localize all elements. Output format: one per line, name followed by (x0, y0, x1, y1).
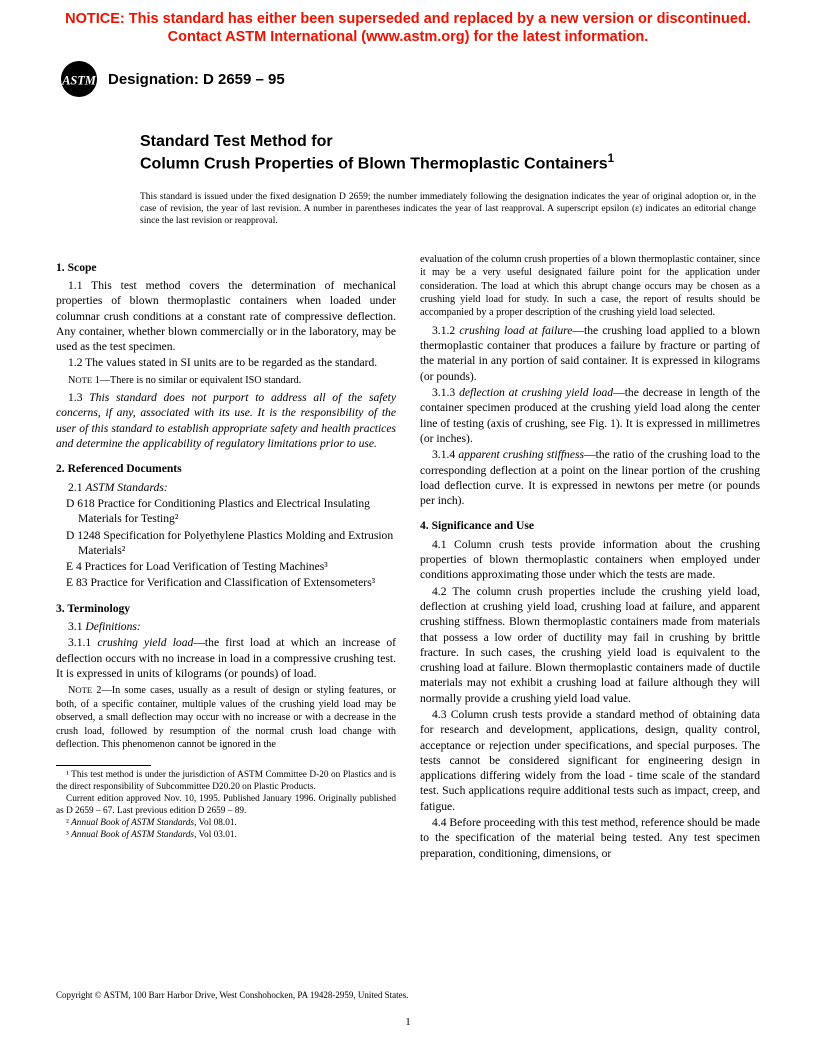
title-sup: 1 (608, 153, 614, 165)
title-main: Column Crush Properties of Blown Thermop… (140, 152, 756, 174)
title-pre: Standard Test Method for (140, 132, 756, 152)
term-sub: 3.1 Definitions: (56, 619, 396, 634)
scope-1-2: 1.2 The values stated in SI units are to… (56, 355, 396, 370)
scope-head: 1. Scope (56, 260, 396, 275)
notice-line2: Contact ASTM International (www.astm.org… (40, 28, 776, 46)
note-1: NOTE 1—There is no similar or equivalent… (56, 374, 396, 387)
title-main-text: Column Crush Properties of Blown Thermop… (140, 156, 608, 173)
footnote-1a: ¹ This test method is under the jurisdic… (56, 770, 396, 794)
designation: Designation: D 2659 – 95 (108, 71, 285, 88)
ref-item: E 4 Practices for Load Verification of T… (56, 559, 396, 574)
column-right: evaluation of the column crush propertie… (420, 250, 760, 862)
sig-4-2: 4.2 The column crush properties include … (420, 584, 760, 706)
refs-sub: 2.1 ASTM Standards: (56, 480, 396, 495)
def-314: 3.1.4 apparent crushing stiffness—the ra… (420, 447, 760, 508)
refs-head: 2. Referenced Documents (56, 461, 396, 476)
header: ASTM Designation: D 2659 – 95 (0, 52, 816, 98)
column-left: 1. Scope 1.1 This test method covers the… (56, 250, 396, 862)
scope-1-1: 1.1 This test method covers the determin… (56, 278, 396, 354)
ref-item: D 1248 Specification for Polyethylene Pl… (56, 528, 396, 559)
sig-4-3: 4.3 Column crush tests provide a standar… (420, 707, 760, 814)
term-head: 3. Terminology (56, 601, 396, 616)
body-columns: 1. Scope 1.1 This test method covers the… (0, 228, 816, 862)
footnote-1b: Current edition approved Nov. 10, 1995. … (56, 794, 396, 818)
sig-4-1: 4.1 Column crush tests provide informati… (420, 537, 760, 583)
sig-head: 4. Significance and Use (420, 518, 760, 533)
title-block: Standard Test Method for Column Crush Pr… (0, 98, 816, 180)
scope-1-3: 1.3 This standard does not purport to ad… (56, 390, 396, 451)
issuance-note: This standard is issued under the fixed … (0, 181, 816, 228)
astm-logo-icon: ASTM (60, 60, 98, 98)
note-2-cont: evaluation of the column crush propertie… (420, 253, 760, 320)
page-number: 1 (0, 1016, 816, 1028)
def-311: 3.1.1 crushing yield load—the first load… (56, 635, 396, 681)
scope-1-3-text: This standard does not purport to addres… (56, 391, 396, 450)
ref-item: E 83 Practice for Verification and Class… (56, 575, 396, 590)
ref-item: D 618 Practice for Conditioning Plastics… (56, 496, 396, 527)
def-312: 3.1.2 crushing load at failure—the crush… (420, 323, 760, 384)
svg-text:ASTM: ASTM (61, 74, 97, 88)
footnote-2: ² Annual Book of ASTM Standards, Vol 08.… (56, 818, 396, 830)
footnote-separator (56, 765, 151, 766)
notice-line1: NOTICE: This standard has either been su… (40, 10, 776, 28)
footnote-3: ³ Annual Book of ASTM Standards, Vol 03.… (56, 830, 396, 842)
note-2: NOTE 2—In some cases, usually as a resul… (56, 684, 396, 751)
copyright: Copyright © ASTM, 100 Barr Harbor Drive,… (56, 990, 760, 1000)
footnotes: ¹ This test method is under the jurisdic… (56, 770, 396, 841)
def-313: 3.1.3 deflection at crushing yield load—… (420, 385, 760, 446)
sig-4-4: 4.4 Before proceeding with this test met… (420, 815, 760, 861)
notice-banner: NOTICE: This standard has either been su… (0, 0, 816, 52)
